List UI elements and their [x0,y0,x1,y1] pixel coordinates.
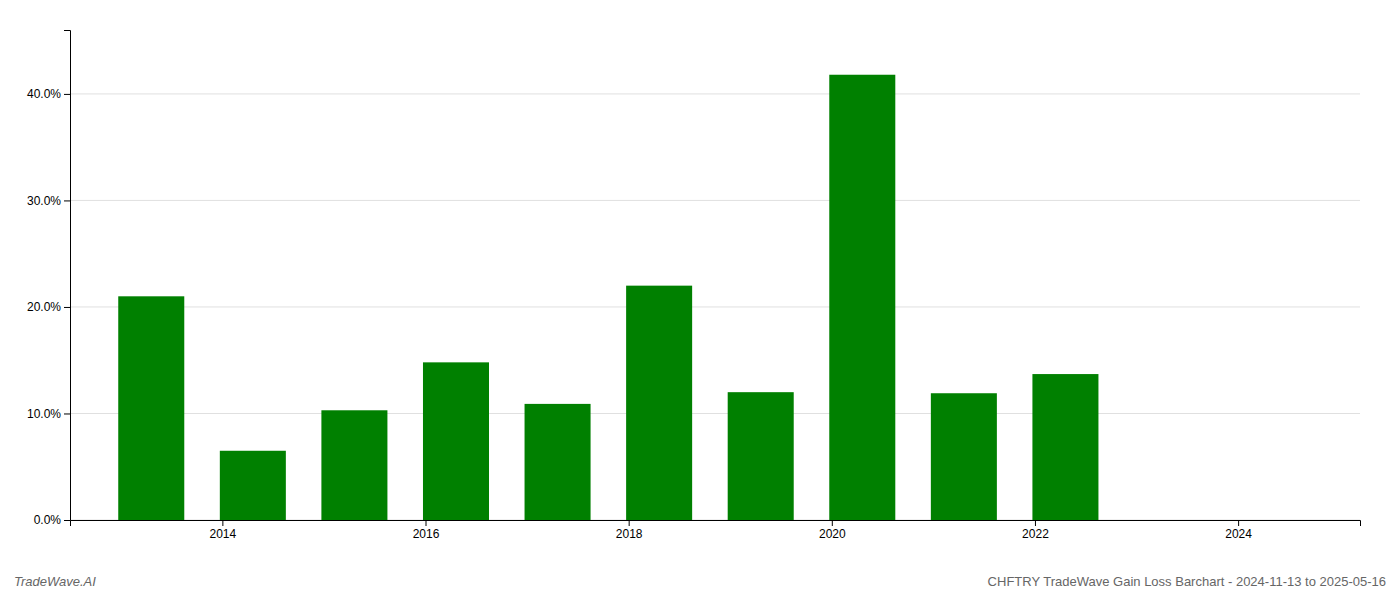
y-tick: 10.0% [27,407,70,421]
y-tick-mark [64,307,70,308]
y-tick-mark [64,200,70,201]
x-tick-label: 2014 [210,527,237,541]
x-tick: 2024 [1225,520,1252,541]
bar [626,286,692,520]
x-tick-label: 2022 [1022,527,1049,541]
bar [728,392,794,520]
x-tick-mark [832,520,833,526]
y-tick-label: 40.0% [27,87,61,101]
bar [1134,520,1200,521]
x-tick-label: 2018 [616,527,643,541]
y-tick-mark [64,413,70,414]
grid-line [70,413,1360,414]
grid-line [70,306,1360,307]
bar [118,296,184,520]
chart: 0.0% 10.0% 20.0% 30.0% 40.0% 2014 2016 2018 2020… [0,0,1400,600]
grid-line [70,93,1360,94]
x-tick-mark [1035,520,1036,526]
y-tick-mark [64,520,70,521]
grid-line [70,200,1360,201]
x-tick: 2016 [413,520,440,541]
y-axis: 0.0% 10.0% 20.0% 30.0% 40.0% [27,31,71,528]
y-tick: 0.0% [34,513,70,527]
bar [321,410,387,520]
x-axis: 2014 2016 2018 2020 2022 2024 [71,520,1361,541]
y-tick: 40.0% [27,87,70,101]
x-tick-mark [222,520,223,526]
plot: 0.0% 10.0% 20.0% 30.0% 40.0% 2014 2016 2018 2020… [27,31,1361,541]
y-axis-line [64,31,71,521]
bar [423,362,489,520]
bar [220,451,286,520]
x-tick: 2022 [1022,520,1049,541]
bar [525,404,591,520]
grid [70,94,1360,520]
y-tick: 20.0% [27,300,70,314]
bar [1032,374,1098,520]
watermark: TradeWave.AI [14,574,96,589]
x-tick-label: 2020 [819,527,846,541]
y-tick-mark [64,94,70,95]
x-tick: 2014 [210,520,237,541]
x-tick: 2018 [616,520,643,541]
y-tick-label: 0.0% [34,513,62,527]
x-tick: 2020 [819,520,846,541]
x-axis-line [71,521,1361,527]
bar [829,75,895,520]
x-tick-mark [426,520,427,526]
y-tick-label: 20.0% [27,300,61,314]
title: CHFTRY TradeWave Gain Loss Barchart - 20… [988,574,1386,589]
x-tick-mark [629,520,630,526]
y-tick: 30.0% [27,194,70,208]
x-tick-label: 2024 [1225,527,1252,541]
x-tick-mark [1238,520,1239,526]
y-tick-label: 10.0% [27,407,61,421]
bars [118,75,1098,520]
x-tick-label: 2016 [413,527,440,541]
y-tick-label: 30.0% [27,194,61,208]
bar [931,393,997,520]
